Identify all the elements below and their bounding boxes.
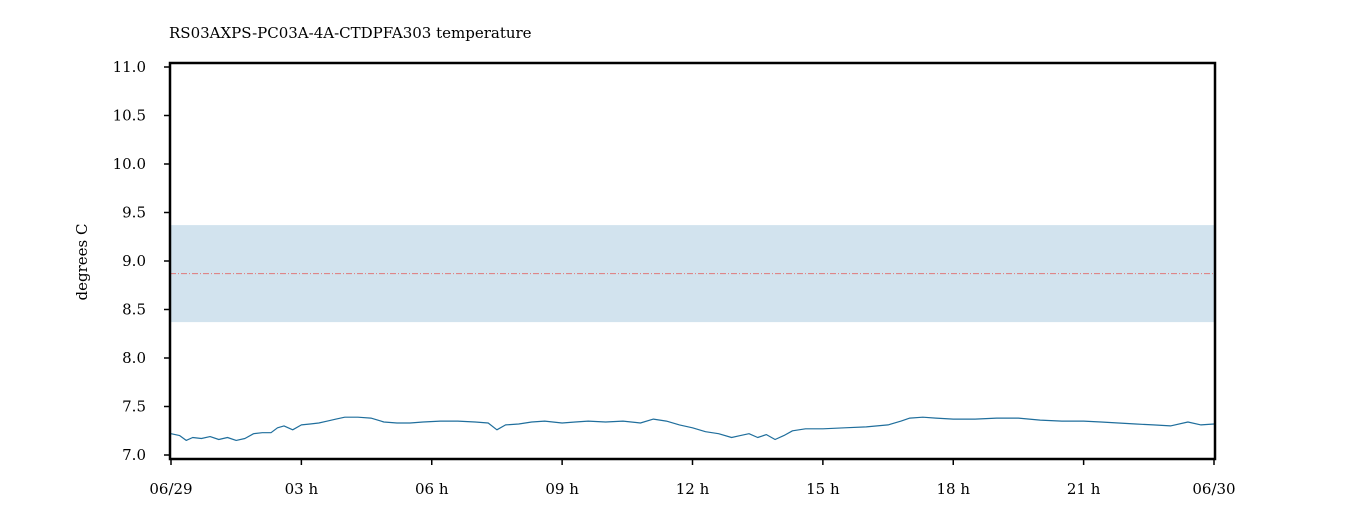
chart-title: RS03AXPS-PC03A-4A-CTDPFA303 temperature (169, 24, 532, 42)
y-tick-label: 11.0 (113, 58, 146, 76)
x-tick-label: 18 h (936, 480, 970, 498)
y-tick-label: 10.5 (113, 107, 146, 125)
y-tick-label: 7.0 (122, 446, 146, 464)
x-tick-label: 15 h (806, 480, 840, 498)
y-tick-label: 9.5 (122, 204, 146, 222)
series-layer (170, 416, 1215, 441)
x-tick-label: 06/30 (1192, 480, 1235, 498)
x-tick-label: 21 h (1067, 480, 1101, 498)
y-tick-label: 7.5 (122, 398, 146, 416)
x-tick-label: 06 h (415, 480, 449, 498)
y-axis-label: degrees C (73, 224, 91, 301)
y-axis: 7.0 7.5 8.0 8.5 9.0 9.5 10.0 10.5 11.0 (113, 58, 170, 464)
y-tick-label: 8.0 (122, 349, 146, 367)
x-axis: 06/29 03 h 06 h 09 h 12 h 15 h 18 h 21 h 06/30 (149, 459, 1236, 498)
y-tick-label: 8.5 (122, 301, 146, 319)
series-line-0 (170, 416, 1215, 441)
x-tick-label: 06/29 (149, 480, 192, 498)
x-tick-label: 12 h (676, 480, 710, 498)
y-tick-label: 9.0 (122, 252, 146, 270)
x-tick-label: 09 h (545, 480, 579, 498)
x-tick-label: 03 h (285, 480, 319, 498)
y-tick-label: 10.0 (113, 155, 146, 173)
